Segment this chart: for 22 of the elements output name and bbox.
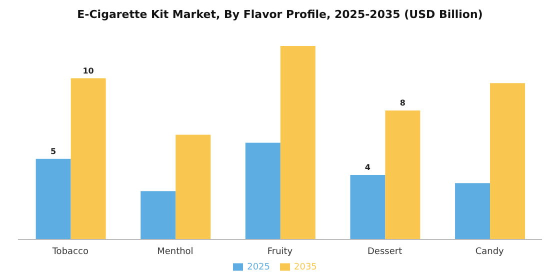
bar [140, 191, 176, 240]
chart-title: E-Cigarette Kit Market, By Flavor Profile, 2025-2035 (USD Billion) [76, 8, 484, 23]
legend-label: 2035 [294, 262, 317, 272]
x-tick-label: Tobacco [51, 246, 89, 257]
x-tick-label: Fruity [267, 246, 294, 257]
bar [455, 183, 490, 240]
data-label: 5 [50, 146, 57, 156]
x-tick-label: Menthol [157, 246, 194, 257]
bar [280, 46, 316, 240]
bar [490, 83, 526, 240]
bar [70, 78, 106, 240]
x-tick-label: Candy [475, 246, 505, 257]
data-label: 8 [400, 98, 406, 108]
bar [350, 175, 386, 240]
data-label: 10 [82, 66, 94, 76]
x-tick-label: Dessert [367, 246, 403, 257]
legend-label: 2025 [247, 262, 270, 272]
data-label: 4 [364, 163, 371, 172]
bar [385, 110, 420, 240]
bar [176, 134, 211, 240]
bar [36, 158, 71, 240]
bar [245, 142, 280, 240]
